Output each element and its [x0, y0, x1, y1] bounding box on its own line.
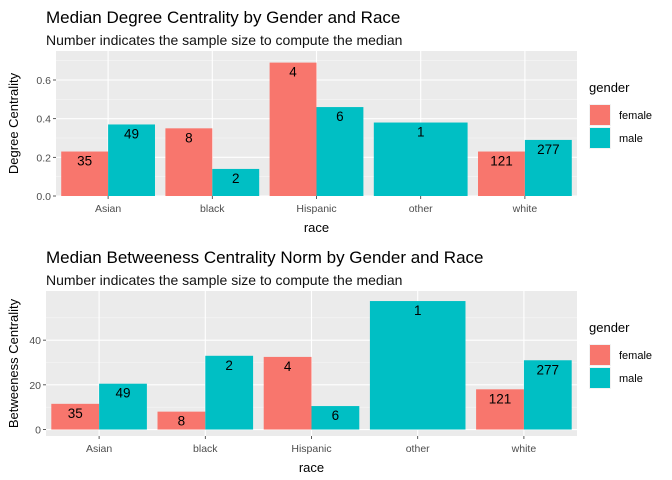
y-tick-label: 40 — [29, 335, 41, 347]
x-tick-label: other — [406, 443, 430, 455]
data-label: 121 — [489, 391, 512, 406]
y-tick-label: 0.2 — [36, 152, 51, 164]
bar-male — [212, 168, 260, 196]
data-label: 2 — [232, 171, 240, 186]
legend-label-female: female — [619, 350, 652, 362]
bar-female — [478, 151, 525, 196]
y-tick-label: 20 — [29, 380, 41, 392]
data-label: 35 — [77, 154, 92, 169]
bar-female — [157, 411, 206, 430]
data-label: 49 — [115, 386, 130, 401]
bar-male — [369, 301, 466, 430]
y-tick-label: 0 — [35, 425, 41, 437]
chart-subtitle: Number indicates the sample size to comp… — [46, 272, 403, 288]
x-axis-title: race — [304, 220, 329, 235]
bar-male — [523, 360, 572, 430]
bar-female — [165, 128, 213, 196]
bar-female — [269, 62, 317, 196]
bar-female — [476, 389, 524, 430]
betweenness-centrality-plot: 0 20 40 35 49 Asian 8 2 black 4 6 Hispanic 1 other 121… — [6, 291, 652, 475]
data-label: 121 — [490, 154, 513, 169]
x-tick-label: Hispanic — [296, 203, 336, 215]
data-label: 6 — [336, 109, 344, 124]
data-label: 1 — [414, 303, 422, 318]
degree-centrality-chart: Median Degree Centrality by Gender and R… — [6, 8, 652, 235]
bar-male — [108, 124, 155, 196]
bar-male — [524, 139, 572, 196]
bar-female — [51, 403, 100, 430]
data-label: 2 — [225, 358, 233, 373]
bar-male — [316, 107, 364, 196]
chart-title: Median Degree Centrality by Gender and R… — [46, 8, 401, 27]
y-axis-title: Betweeness Centrality — [6, 298, 21, 428]
data-label: 4 — [284, 359, 292, 374]
legend-title: gender — [589, 320, 630, 335]
data-label: 277 — [537, 142, 560, 157]
chart-title: Median Betweeness Centrality Norm by Gen… — [46, 248, 484, 267]
legend-label-female: female — [619, 110, 652, 122]
x-tick-label: Asian — [95, 203, 121, 215]
legend-swatch-male — [590, 368, 610, 388]
x-tick-label: white — [511, 443, 537, 455]
x-tick-label: black — [193, 443, 218, 455]
legend-swatch-female — [590, 105, 610, 125]
legend-label-male: male — [619, 133, 643, 145]
bar-female — [263, 356, 312, 430]
legend-swatch-female — [590, 345, 610, 365]
y-tick-label: 0.6 — [36, 75, 51, 87]
chart-subtitle: Number indicates the sample size to comp… — [46, 32, 403, 48]
bar-female — [61, 151, 109, 196]
x-tick-label: other — [409, 203, 433, 215]
data-label: 277 — [537, 362, 560, 377]
degree-centrality-plot: 0.0 0.2 0.4 0.6 35 49 Asian 8 2 black 4 6 Hispanic 1 o… — [6, 51, 652, 235]
y-tick-label: 0.0 — [36, 191, 51, 203]
data-label: 8 — [178, 414, 186, 429]
data-label: 1 — [417, 125, 425, 140]
x-tick-label: Asian — [86, 443, 112, 455]
legend-swatch-male — [590, 128, 610, 148]
bar-male — [205, 355, 254, 430]
data-label: 4 — [289, 65, 297, 80]
data-label: 35 — [68, 406, 83, 421]
legend-title: gender — [589, 80, 630, 95]
data-label: 6 — [332, 408, 340, 423]
bar-male — [311, 406, 360, 430]
data-label: 49 — [124, 126, 139, 141]
y-axis-title: Degree Centrality — [6, 72, 21, 174]
data-label: 8 — [185, 130, 193, 145]
bar-male — [373, 122, 468, 196]
legend-label-male: male — [619, 373, 643, 385]
x-tick-label: black — [200, 203, 225, 215]
betweenness-centrality-chart: Median Betweeness Centrality Norm by Gen… — [0, 240, 672, 480]
x-tick-label: white — [512, 203, 538, 215]
y-tick-label: 0.4 — [36, 114, 51, 126]
x-axis-title: race — [299, 460, 324, 475]
bar-male — [99, 383, 147, 430]
x-tick-label: Hispanic — [291, 443, 331, 455]
